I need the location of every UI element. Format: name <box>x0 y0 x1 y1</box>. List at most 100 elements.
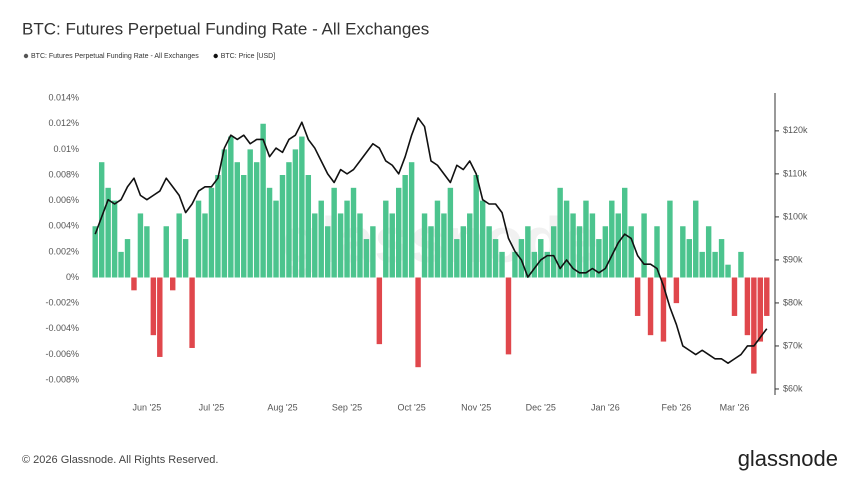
x-tick-label: Jul '25 <box>199 402 225 412</box>
bar <box>570 213 576 278</box>
y-tick-label: 0.004% <box>48 221 79 231</box>
x-tick-label: Jun '25 <box>133 402 162 412</box>
bar <box>486 226 492 278</box>
bar <box>415 277 421 368</box>
bar <box>137 213 144 278</box>
bar <box>757 277 764 342</box>
bar <box>447 187 454 278</box>
bar <box>667 200 673 278</box>
bar <box>550 226 557 278</box>
bar <box>434 200 441 278</box>
bar <box>370 226 376 278</box>
bar <box>286 162 292 278</box>
x-tick-label: Jan '26 <box>591 402 620 412</box>
bar <box>725 264 731 278</box>
bar <box>260 123 266 278</box>
y2-tick-label: $60k <box>783 383 803 393</box>
bar <box>699 251 705 278</box>
bar <box>512 251 518 278</box>
bar <box>622 187 628 278</box>
legend-label: BTC: Price [USD] <box>221 53 276 60</box>
x-tick-label: Mar '26 <box>720 402 750 412</box>
bar <box>157 277 163 357</box>
bar <box>686 239 692 278</box>
bar <box>376 277 383 345</box>
bar <box>253 162 260 278</box>
y-tick-label: -0.008% <box>45 374 79 384</box>
y2-tick-label: $70k <box>783 340 803 350</box>
legend-marker <box>23 53 29 59</box>
bar <box>609 200 615 278</box>
bar <box>505 277 512 355</box>
legend-label: BTC: Futures Perpetual Funding Rate - Al… <box>31 53 199 60</box>
bar <box>292 149 299 278</box>
bar <box>705 226 712 278</box>
footer: © 2026 Glassnode. All Rights Reserved. <box>22 454 218 466</box>
bar <box>105 187 111 278</box>
bar <box>408 162 415 278</box>
bar <box>557 187 563 278</box>
y-tick-label: 0.008% <box>48 169 79 179</box>
bar <box>421 213 428 278</box>
bar <box>324 226 331 278</box>
bar <box>654 226 660 278</box>
bar <box>170 277 176 291</box>
legend-marker <box>213 53 218 59</box>
bar <box>241 175 247 278</box>
bar <box>693 200 699 278</box>
bar <box>680 226 686 278</box>
bar <box>602 226 609 278</box>
bar <box>357 213 363 278</box>
bar <box>538 239 544 278</box>
y2-tick-label: $90k <box>783 254 803 264</box>
bar <box>544 251 550 278</box>
bar <box>499 251 505 278</box>
bar <box>660 277 667 342</box>
bar <box>331 187 337 278</box>
bar <box>634 277 641 316</box>
x-tick-label: Oct '25 <box>398 402 426 412</box>
x-tick-label: Nov '25 <box>461 402 491 412</box>
y-tick-label: 0.006% <box>48 195 79 205</box>
bar <box>479 200 486 278</box>
bar <box>396 187 402 278</box>
x-tick-label: Aug '25 <box>267 402 297 412</box>
bar <box>176 213 182 278</box>
bar <box>576 226 583 278</box>
bar <box>350 187 357 278</box>
bar <box>299 136 305 278</box>
bar <box>337 213 344 278</box>
bar <box>182 239 189 278</box>
bar <box>202 213 208 278</box>
bar <box>764 277 770 316</box>
y-tick-label: -0.006% <box>45 349 79 359</box>
bar <box>402 175 408 278</box>
logo: glassnode <box>738 446 838 471</box>
bar <box>234 162 240 278</box>
bar <box>492 239 499 278</box>
price-line <box>94 117 768 364</box>
bar <box>583 200 589 278</box>
bar <box>189 277 195 348</box>
bar <box>454 239 460 278</box>
bar <box>273 200 279 278</box>
bar <box>383 200 389 278</box>
bar <box>718 239 725 278</box>
bar <box>525 226 531 278</box>
bar <box>531 251 538 278</box>
bar <box>738 251 744 278</box>
bar <box>111 200 118 278</box>
bar <box>266 187 273 278</box>
bar <box>673 277 680 304</box>
bar <box>312 213 318 278</box>
bar <box>628 226 634 278</box>
bar <box>615 213 621 278</box>
bar <box>215 175 221 278</box>
x-tick-label: Feb '26 <box>661 402 691 412</box>
bar <box>441 213 447 278</box>
bar <box>428 226 434 278</box>
y-tick-label: -0.002% <box>45 298 79 308</box>
y-tick-label: 0.012% <box>48 118 79 128</box>
bar <box>647 277 654 336</box>
